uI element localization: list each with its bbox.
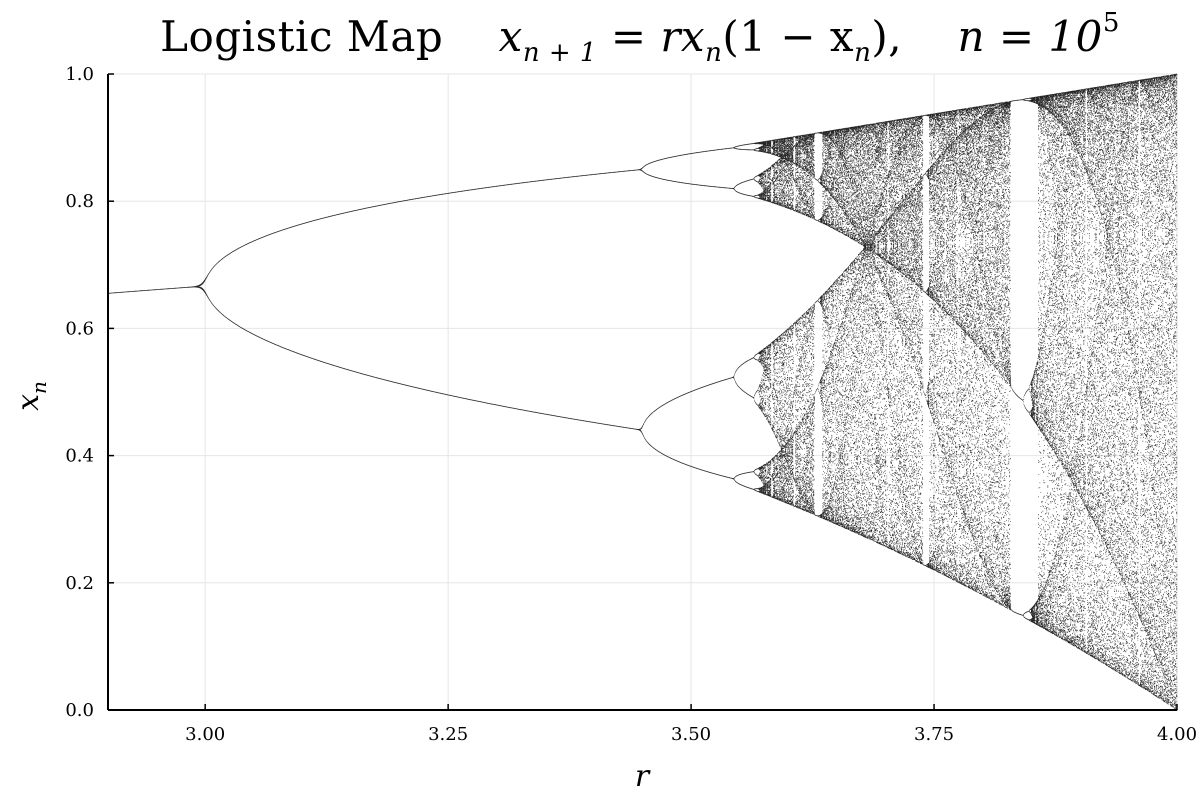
- bifurcation-scatter: [108, 74, 1178, 710]
- x-tick-label: 3.25: [428, 724, 468, 745]
- grid-layer: [108, 74, 1177, 710]
- x-tick-label: 3.75: [914, 724, 954, 745]
- x-tick-label: 3.50: [671, 724, 711, 745]
- ticks-layer: 3.00 3.25 3.50 3.75 4.00 0.0 0.2 0.4 0.6 0.8 1.0: [65, 64, 1197, 745]
- y-tick-label: 0.4: [65, 446, 94, 467]
- y-tick-label: 0.6: [65, 318, 94, 339]
- svg-text:xn: xn: [11, 381, 51, 411]
- bifurcation-points: [108, 74, 1178, 710]
- axes-layer: [108, 74, 1177, 710]
- y-tick-label: 0.2: [65, 573, 94, 594]
- y-tick-label: 0.8: [65, 191, 94, 212]
- y-axis-label-sub: n: [27, 381, 51, 394]
- y-axis-label-var: x: [11, 394, 46, 411]
- y-tick-label: 1.0: [65, 64, 94, 85]
- x-axis-label: r: [635, 759, 651, 794]
- x-tick-label: 3.00: [185, 724, 225, 745]
- x-tick-label: 4.00: [1157, 724, 1197, 745]
- y-tick-label: 0.0: [65, 700, 94, 721]
- y-axis-label: xn: [11, 381, 51, 411]
